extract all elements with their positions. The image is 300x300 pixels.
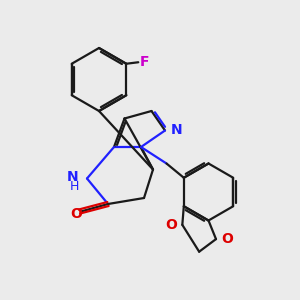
Text: H: H (70, 180, 80, 194)
Text: N: N (170, 124, 182, 137)
Text: O: O (221, 232, 233, 246)
Text: F: F (140, 55, 149, 69)
Text: N: N (67, 170, 79, 184)
Text: O: O (70, 208, 83, 221)
Text: O: O (165, 218, 177, 232)
